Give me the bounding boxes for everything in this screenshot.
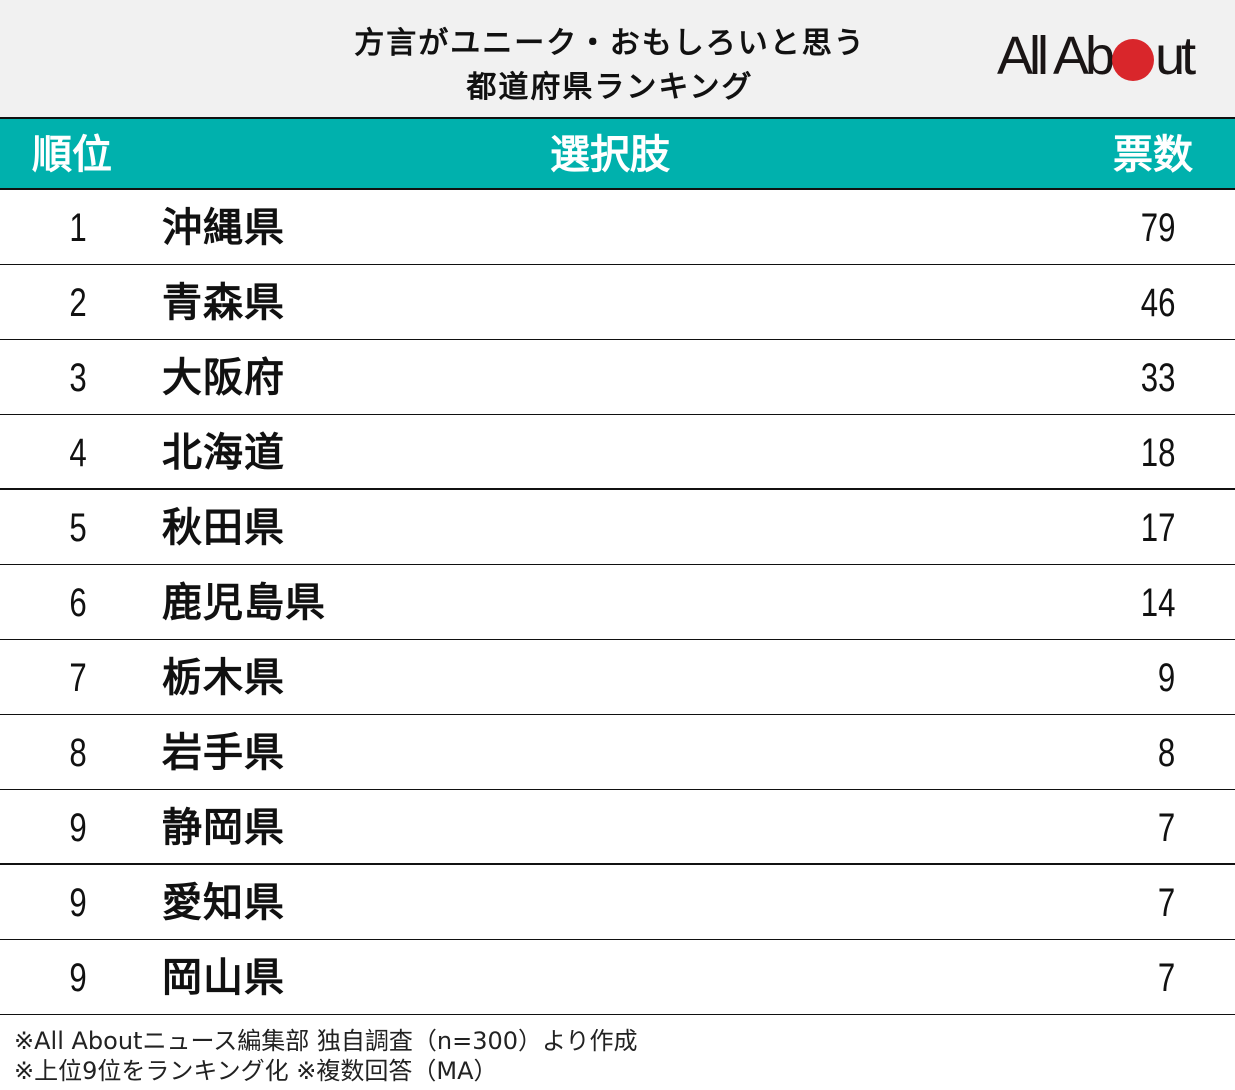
votes-cell: 17 [1140,506,1175,550]
prefecture-cell: 愛知県 [162,880,285,926]
prefecture-cell: 静岡県 [162,805,285,851]
prefecture-cell: 岡山県 [162,955,285,1001]
chart-header: 方言がユニーク・おもしろいと思う 都道府県ランキング All Ab ut [0,0,1235,117]
column-header-choice: 選択肢 [550,132,670,178]
votes-cell: 7 [1157,806,1175,850]
rank-cell: 4 [69,431,87,475]
table-row: 1 沖縄県 79 [0,190,1235,265]
prefecture-cell: 秋田県 [162,505,285,551]
votes-cell: 8 [1157,731,1175,775]
rank-cell: 9 [69,806,87,850]
chart-title-line2: 都道府県ランキング [466,70,754,105]
prefecture-cell: 鹿児島県 [162,580,326,626]
footnote-source: ※All Aboutニュース編集部 独自調査（n=300）より作成 [14,1027,638,1055]
prefecture-cell: 北海道 [162,430,285,476]
rank-cell: 1 [69,206,87,250]
rank-cell: 9 [69,956,87,1000]
prefecture-cell: 岩手県 [162,730,285,776]
votes-cell: 46 [1140,281,1175,325]
rank-cell: 6 [69,581,87,625]
table-row: 2 青森県 46 [0,265,1235,340]
prefecture-cell: 青森県 [162,280,285,326]
rank-cell: 8 [69,731,87,775]
votes-cell: 9 [1157,656,1175,700]
prefecture-cell: 栃木県 [162,655,285,701]
table-row: 9 岡山県 7 [0,940,1235,1015]
chart-title-line1: 方言がユニーク・おもしろいと思う [354,26,866,61]
footnotes: ※All Aboutニュース編集部 独自調査（n=300）より作成 ※上位9位を… [14,1026,638,1086]
column-header-votes: 票数 [1113,132,1193,178]
rank-cell: 2 [69,281,87,325]
rank-cell: 9 [69,881,87,925]
votes-cell: 14 [1140,581,1175,625]
rank-cell: 5 [69,506,87,550]
logo-red-dot-icon [1112,39,1155,81]
votes-cell: 18 [1140,431,1175,475]
prefecture-cell: 大阪府 [162,355,285,401]
votes-cell: 7 [1157,956,1175,1000]
table-header: 順位 選択肢 票数 [0,117,1235,190]
allabout-logo: All Ab ut [997,26,1196,86]
table-row: 4 北海道 18 [0,415,1235,490]
column-header-rank: 順位 [32,132,112,178]
votes-cell: 79 [1140,206,1175,250]
rank-cell: 3 [69,356,87,400]
logo-text-after: ut [1155,26,1196,86]
table-row: 6 鹿児島県 14 [0,565,1235,640]
table-row: 9 愛知県 7 [0,865,1235,940]
table-row: 7 栃木県 9 [0,640,1235,715]
table-row: 9 静岡県 7 [0,790,1235,865]
table-row: 8 岩手県 8 [0,715,1235,790]
table-row: 5 秋田県 17 [0,490,1235,565]
rank-cell: 7 [69,656,87,700]
votes-cell: 7 [1157,881,1175,925]
footnote-method: ※上位9位をランキング化 ※複数回答（MA） [14,1057,498,1085]
table-row: 3 大阪府 33 [0,340,1235,415]
prefecture-cell: 沖縄県 [162,205,285,251]
votes-cell: 33 [1140,356,1175,400]
logo-text-before: All Ab [997,26,1115,86]
ranking-table-body: 1 沖縄県 79 2 青森県 46 3 大阪府 33 4 北海道 18 5 秋田県 17 6 鹿児島県… [0,190,1235,1015]
